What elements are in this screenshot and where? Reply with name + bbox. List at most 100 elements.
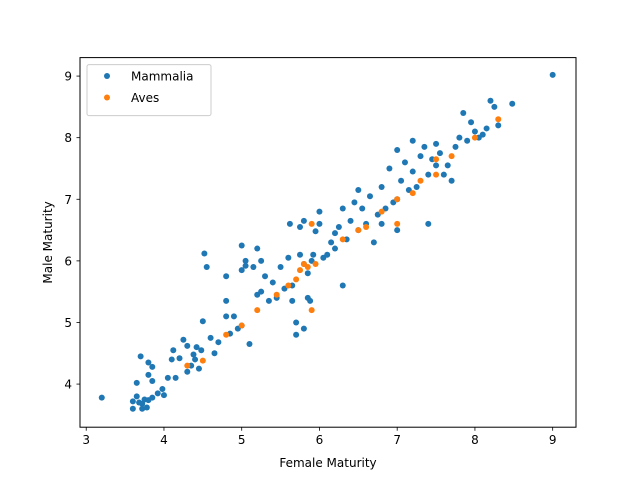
point-mammalia-59 (269, 279, 276, 286)
point-mammalia-25 (180, 336, 187, 343)
point-aves-22 (433, 171, 440, 178)
point-mammalia-129 (468, 119, 475, 126)
plot-frame (79, 57, 577, 428)
point-mammalia-1 (129, 405, 136, 412)
point-mammalia-107 (394, 227, 401, 234)
point-mammalia-79 (312, 228, 319, 235)
y-tick-label-4: 4 (64, 378, 72, 392)
point-mammalia-4 (133, 379, 140, 386)
point-mammalia-16 (154, 390, 161, 397)
point-mammalia-88 (339, 282, 346, 289)
point-mammalia-138 (549, 71, 556, 78)
point-mammalia-135 (491, 103, 498, 110)
point-mammalia-0 (98, 394, 105, 401)
point-mammalia-40 (223, 313, 230, 320)
point-mammalia-14 (145, 371, 152, 378)
point-mammalia-22 (170, 347, 177, 354)
point-mammalia-2 (129, 398, 136, 405)
point-mammalia-121 (436, 150, 443, 157)
point-mammalia-17 (159, 386, 166, 393)
point-mammalia-119 (433, 162, 440, 169)
point-aves-8 (297, 267, 304, 274)
point-mammalia-12 (145, 359, 152, 366)
legend: Mammalia Aves (86, 64, 212, 117)
point-aves-1 (199, 357, 206, 364)
y-tick-label-6: 6 (64, 254, 72, 268)
y-axis-label: Male Maturity (41, 201, 55, 283)
point-mammalia-58 (265, 297, 272, 304)
y-tick-label-5: 5 (64, 316, 72, 330)
point-mammalia-18 (160, 392, 167, 399)
point-mammalia-100 (378, 183, 385, 190)
point-mammalia-132 (479, 131, 486, 138)
point-aves-18 (394, 220, 401, 227)
point-mammalia-24 (176, 355, 183, 362)
point-mammalia-103 (386, 165, 393, 172)
point-aves-21 (417, 177, 424, 184)
point-aves-7 (293, 276, 300, 283)
x-axis-label: Female Maturity (279, 456, 376, 470)
point-mammalia-116 (425, 220, 432, 227)
point-mammalia-67 (293, 319, 300, 326)
point-mammalia-32 (195, 365, 202, 372)
point-mammalia-89 (339, 205, 346, 212)
legend-marker-mammalia (104, 73, 110, 79)
point-mammalia-123 (444, 162, 451, 169)
x-tick-label-8: 8 (471, 433, 479, 447)
point-mammalia-108 (398, 177, 405, 184)
point-mammalia-120 (433, 140, 440, 147)
point-mammalia-84 (328, 239, 335, 246)
point-aves-14 (339, 236, 346, 243)
point-mammalia-83 (324, 251, 331, 258)
point-mammalia-98 (370, 239, 377, 246)
point-aves-2 (223, 331, 230, 338)
point-mammalia-23 (172, 374, 179, 381)
point-mammalia-38 (211, 350, 218, 357)
x-tick-label-7: 7 (393, 433, 401, 447)
point-mammalia-76 (307, 297, 314, 304)
point-mammalia-85 (332, 245, 338, 252)
point-mammalia-49 (242, 257, 249, 264)
point-aves-11 (308, 307, 315, 314)
point-mammalia-10 (143, 404, 150, 411)
point-aves-19 (394, 196, 401, 203)
point-aves-16 (363, 224, 370, 230)
point-mammalia-36 (203, 264, 210, 271)
legend-label-aves: Aves (131, 91, 159, 105)
point-aves-13 (312, 260, 319, 267)
x-axis-ticks: 3 4 5 6 7 8 9 (82, 427, 556, 447)
point-mammalia-19 (149, 378, 156, 384)
point-mammalia-73 (300, 217, 307, 224)
point-mammalia-81 (316, 220, 323, 227)
point-mammalia-7 (139, 405, 146, 412)
x-tick-label-3: 3 (82, 433, 90, 447)
x-tick-label-5: 5 (238, 433, 246, 447)
point-mammalia-51 (246, 341, 253, 348)
point-mammalia-31 (193, 344, 200, 351)
point-mammalia-114 (417, 153, 424, 160)
point-mammalia-27 (184, 342, 191, 349)
point-mammalia-112 (409, 137, 416, 144)
point-mammalia-113 (413, 183, 420, 190)
point-mammalia-39 (215, 339, 222, 346)
point-aves-15 (355, 227, 362, 234)
point-mammalia-80 (316, 208, 323, 215)
point-mammalia-52 (250, 264, 257, 271)
point-mammalia-126 (456, 134, 463, 141)
point-mammalia-124 (448, 177, 455, 184)
point-mammalia-41 (223, 297, 230, 304)
y-tick-label-7: 7 (64, 193, 72, 207)
point-mammalia-55 (258, 288, 265, 295)
point-mammalia-50 (242, 262, 249, 269)
x-tick-label-6: 6 (316, 433, 324, 447)
point-mammalia-29 (190, 351, 197, 358)
point-mammalia-125 (452, 143, 459, 150)
point-mammalia-20 (164, 374, 171, 381)
point-aves-17 (378, 208, 385, 215)
points-layer (98, 71, 556, 412)
point-mammalia-69 (297, 224, 304, 230)
point-aves-10 (304, 264, 311, 271)
point-mammalia-78 (310, 251, 317, 258)
point-mammalia-128 (464, 137, 471, 144)
